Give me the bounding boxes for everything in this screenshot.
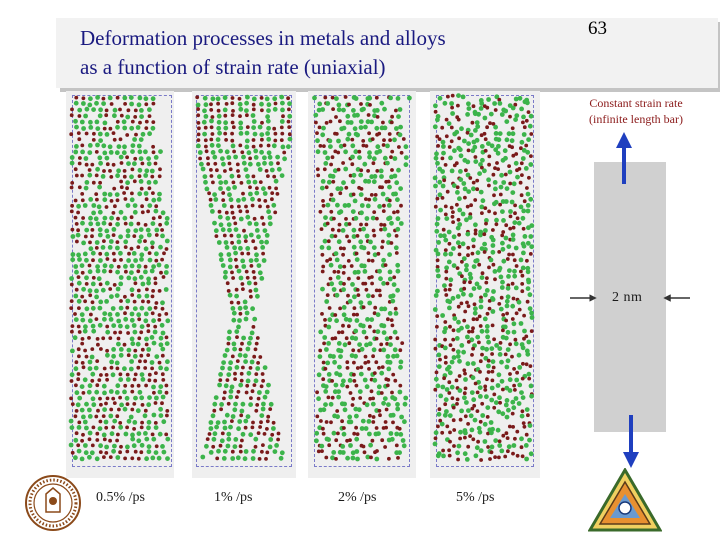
title-line-2: as a function of strain rate (uniaxial) [80,55,386,79]
title-box [56,18,718,88]
triangle-logo-icon [588,468,662,532]
title-line-1: Deformation processes in metals and allo… [80,26,446,50]
page-number: 63 [588,18,607,39]
slide-title: Deformation processes in metals and allo… [80,24,446,82]
sim-box-2 [196,95,292,467]
strain-note: Constant strain rate (infinite length ba… [576,95,696,127]
sim-box-3 [314,95,410,467]
strain-note-line-1: Constant strain rate [589,96,683,110]
panel-label-2: 1% /ps [214,490,253,505]
sim-box-4 [436,95,534,467]
bar-width-label: 2 nm [612,290,643,305]
university-seal-icon [25,475,81,531]
strain-note-line-2: (infinite length bar) [589,112,683,126]
panel-label-3: 2% /ps [338,490,377,505]
panel-label-1: 0.5% /ps [96,490,145,505]
bar-diagram [594,162,666,432]
panel-label-4: 5% /ps [456,490,495,505]
sim-box-1 [72,95,172,467]
